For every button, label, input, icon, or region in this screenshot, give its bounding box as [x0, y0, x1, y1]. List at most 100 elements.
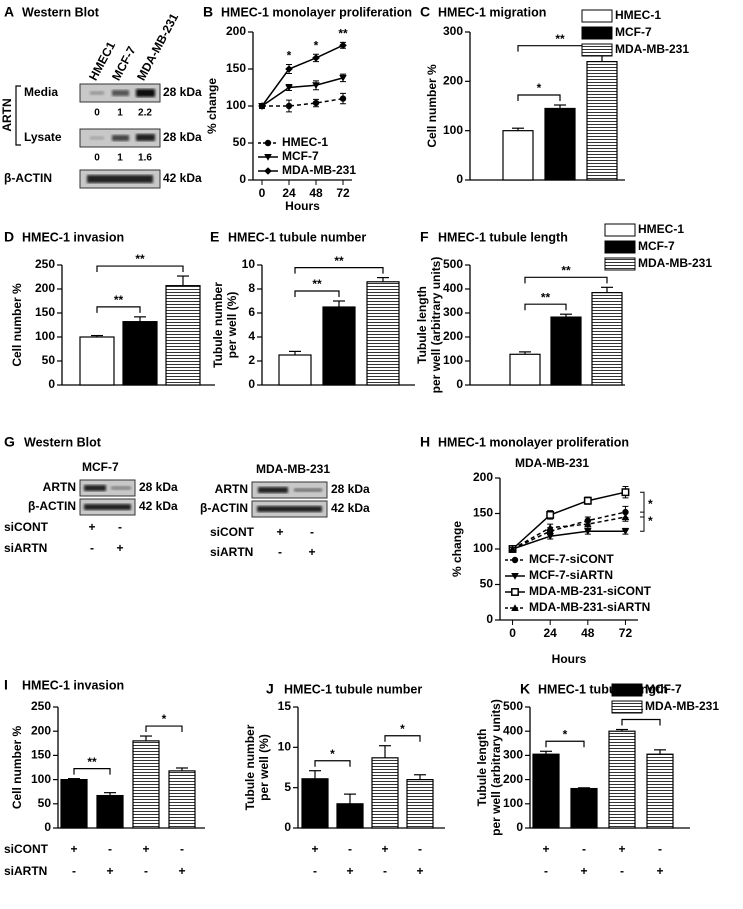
bar: [165, 285, 201, 386]
panel-title: HMEC-1 tubule number: [228, 230, 366, 244]
bar: [132, 740, 160, 829]
treatment-sign: +: [178, 864, 185, 878]
marker: [339, 74, 347, 82]
marker: [258, 102, 266, 110]
bar: [502, 130, 534, 181]
panel-title: HMEC-1 tubule length: [438, 230, 568, 244]
significance-bracket: [524, 303, 567, 311]
bar: [301, 778, 329, 829]
significance-bracket: [384, 735, 421, 742]
x-tick-label: 24: [282, 186, 296, 200]
y-axis-label: Cell number %: [10, 283, 24, 367]
quant: 0: [94, 108, 100, 119]
significance-label: *: [314, 38, 319, 52]
bar: [122, 321, 158, 386]
panel-letter: K: [520, 681, 530, 697]
marker: [339, 95, 347, 102]
significance-label: **: [135, 252, 145, 266]
legend-swatch: [604, 240, 636, 254]
y-axis-label: Cell number %: [425, 64, 439, 148]
y-tick-label: 500: [443, 257, 463, 271]
series-line: [261, 44, 344, 107]
y-tick-label: 0: [284, 820, 291, 834]
treatment-label: siARTN: [4, 864, 47, 878]
y-tick-label: 100: [503, 796, 523, 810]
series-line: [512, 516, 626, 550]
panel-title: Western Blot: [24, 435, 102, 449]
treatment-sign: +: [416, 864, 423, 878]
bar: [591, 292, 623, 386]
treatment-sign: +: [142, 842, 149, 856]
y-tick-label: 0: [44, 820, 51, 834]
x-axis-label: Hours: [552, 652, 587, 666]
marker: [546, 533, 554, 541]
y-axis-label: per well (arbitrary units): [429, 257, 443, 394]
legend-label: MCF-7: [615, 25, 652, 39]
marker: [285, 102, 293, 110]
marker: [584, 520, 592, 528]
panel-letter: H: [420, 434, 430, 450]
marker: [312, 54, 320, 62]
marker: [621, 528, 630, 536]
treatment-sign: -: [108, 842, 112, 856]
bar: [60, 778, 88, 829]
y-tick-label: 50: [480, 577, 494, 591]
panel-letter: A: [4, 4, 14, 20]
marker: [264, 153, 272, 161]
significance-label: **: [87, 755, 97, 769]
x-tick-label: 72: [336, 186, 350, 200]
significance-label: *: [563, 727, 568, 741]
marker: [546, 523, 554, 531]
significance-label: **: [338, 27, 348, 41]
significance-bracket: [96, 265, 184, 273]
legend-label: MDA-MB-231: [638, 256, 712, 270]
significance-label: *: [648, 514, 653, 528]
treatment-sign: +: [106, 864, 113, 878]
x-tick-label: 24: [544, 626, 558, 640]
marker: [584, 528, 592, 536]
marker: [546, 510, 555, 519]
marker: [312, 82, 320, 90]
y-tick-label: 10: [242, 257, 256, 271]
band: [294, 488, 322, 492]
panel-letter: G: [4, 434, 15, 450]
bar: [570, 787, 598, 829]
y-tick-label: 100: [31, 772, 51, 786]
y-tick-label: 300: [443, 305, 463, 319]
y-tick-label: 150: [31, 748, 51, 762]
y-tick-label: 200: [443, 74, 463, 88]
y-tick-label: 0: [456, 172, 463, 186]
row-label: β-ACTIN: [28, 499, 76, 513]
bar: [509, 353, 541, 386]
panel-letter: I: [4, 677, 8, 693]
significance-label: *: [648, 497, 653, 511]
bar: [371, 757, 399, 829]
series-line: [512, 491, 626, 550]
band: [111, 486, 131, 490]
y-tick-label: 200: [226, 24, 246, 38]
y-tick-label: 50: [38, 796, 52, 810]
significance-bracket: [314, 760, 351, 767]
blot-box: [251, 481, 328, 499]
treatment-sign: +: [580, 864, 587, 878]
significance-label: *: [537, 81, 542, 95]
bar: [550, 316, 582, 386]
significance-bracket: [524, 276, 608, 284]
panel-letter: C: [420, 4, 430, 20]
treatment-sign: -: [72, 864, 76, 878]
legend-label: MCF-7: [638, 239, 675, 253]
panel-title: HMEC-1 migration: [438, 5, 546, 19]
treatment-sign: -: [348, 842, 352, 856]
y-tick-label: 200: [443, 329, 463, 343]
size-label: 28 kDa: [139, 480, 178, 494]
sign: -: [90, 541, 94, 555]
legend-swatch: [581, 9, 613, 23]
quant: 1: [117, 108, 123, 119]
significance-label: **: [541, 290, 551, 304]
y-axis-label: Tubule length: [475, 729, 489, 807]
panel-title: HMEC-1 invasion: [22, 230, 124, 244]
legend-label: MCF-7: [282, 149, 319, 163]
x-axis-label: Hours: [285, 199, 320, 213]
quant: 0: [94, 153, 100, 164]
